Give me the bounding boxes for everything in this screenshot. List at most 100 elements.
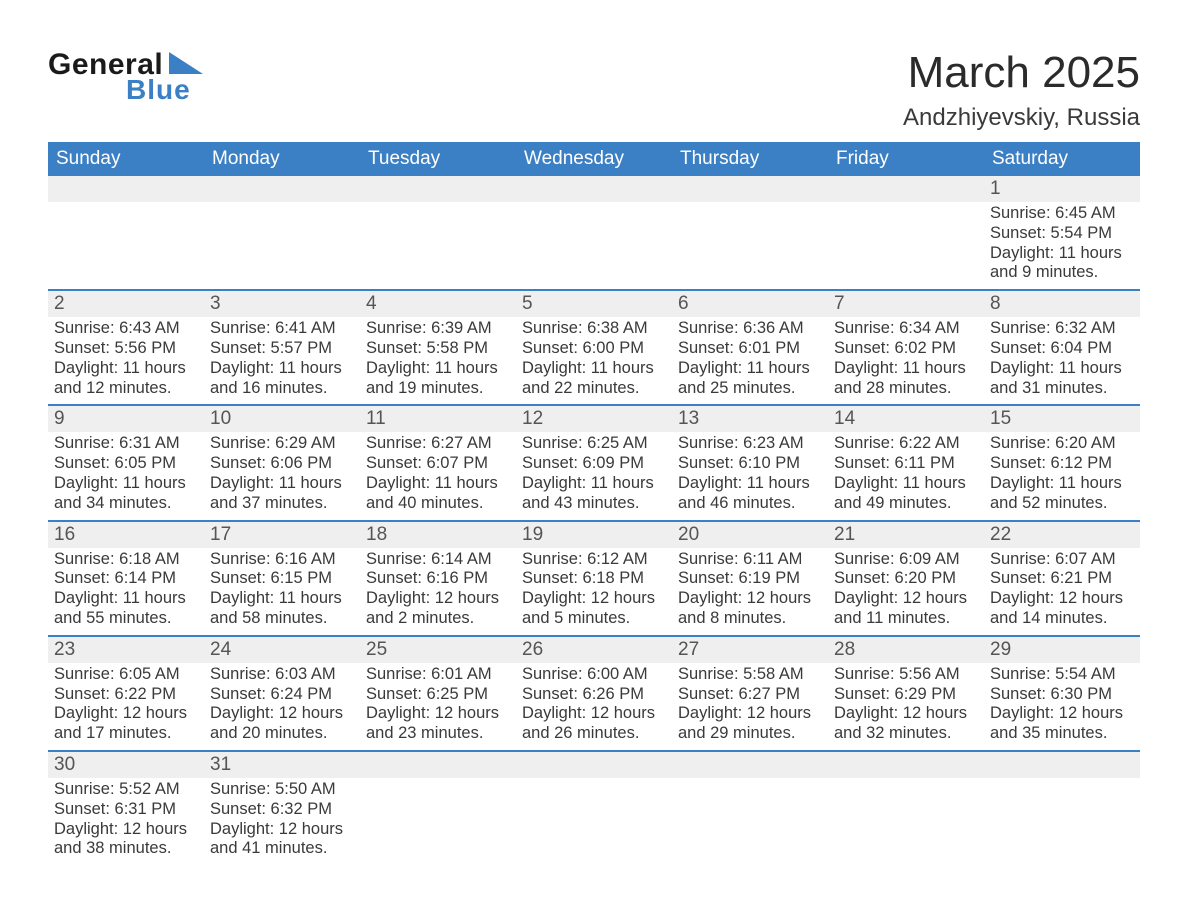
day-detail-cell: Sunrise: 6:32 AMSunset: 6:04 PMDaylight:… (984, 317, 1140, 405)
day-detail-cell: Sunrise: 5:58 AMSunset: 6:27 PMDaylight:… (672, 663, 828, 751)
day-detail-cell: Sunrise: 6:25 AMSunset: 6:09 PMDaylight:… (516, 432, 672, 520)
sunrise-text: Sunrise: 6:03 AM (210, 665, 354, 685)
daylight-text-1: Daylight: 12 hours (366, 704, 510, 724)
day-detail-cell: Sunrise: 6:31 AMSunset: 6:05 PMDaylight:… (48, 432, 204, 520)
day-detail-cell (672, 778, 828, 865)
daylight-text-1: Daylight: 11 hours (54, 589, 198, 609)
sunrise-text: Sunrise: 6:00 AM (522, 665, 666, 685)
sunrise-text: Sunrise: 6:29 AM (210, 434, 354, 454)
day-number-cell: 8 (984, 290, 1140, 317)
day-number-cell (516, 176, 672, 202)
title-block: March 2025 Andzhiyevskiy, Russia (903, 48, 1140, 132)
daynum-row: 1 (48, 176, 1140, 202)
day-detail-cell: Sunrise: 6:29 AMSunset: 6:06 PMDaylight:… (204, 432, 360, 520)
sunset-text: Sunset: 6:22 PM (54, 685, 198, 705)
day-number-cell: 4 (360, 290, 516, 317)
day-detail-cell (204, 202, 360, 290)
sunset-text: Sunset: 6:20 PM (834, 569, 978, 589)
daylight-text-1: Daylight: 12 hours (54, 820, 198, 840)
sunset-text: Sunset: 5:54 PM (990, 224, 1134, 244)
sunset-text: Sunset: 6:29 PM (834, 685, 978, 705)
day-detail-cell: Sunrise: 6:18 AMSunset: 6:14 PMDaylight:… (48, 548, 204, 636)
sunset-text: Sunset: 6:09 PM (522, 454, 666, 474)
daylight-text-2: and 58 minutes. (210, 609, 354, 629)
daylight-text-1: Daylight: 11 hours (210, 359, 354, 379)
day-number-cell: 7 (828, 290, 984, 317)
daylight-text-1: Daylight: 11 hours (522, 474, 666, 494)
day-number-cell: 24 (204, 636, 360, 663)
daylight-text-2: and 28 minutes. (834, 379, 978, 399)
sunrise-text: Sunrise: 6:25 AM (522, 434, 666, 454)
daylight-text-1: Daylight: 12 hours (210, 704, 354, 724)
day-number-cell: 17 (204, 521, 360, 548)
daylight-text-1: Daylight: 11 hours (678, 474, 822, 494)
daylight-text-1: Daylight: 12 hours (522, 704, 666, 724)
daynum-row: 2345678 (48, 290, 1140, 317)
daylight-text-1: Daylight: 11 hours (990, 244, 1134, 264)
day-detail-cell (360, 202, 516, 290)
day-number-cell: 13 (672, 405, 828, 432)
sunrise-text: Sunrise: 5:56 AM (834, 665, 978, 685)
day-number-cell: 22 (984, 521, 1140, 548)
daylight-text-1: Daylight: 11 hours (678, 359, 822, 379)
sunset-text: Sunset: 6:06 PM (210, 454, 354, 474)
day-number-cell: 5 (516, 290, 672, 317)
sunrise-text: Sunrise: 5:50 AM (210, 780, 354, 800)
day-number-cell: 29 (984, 636, 1140, 663)
sunset-text: Sunset: 6:25 PM (366, 685, 510, 705)
daylight-text-2: and 55 minutes. (54, 609, 198, 629)
day-detail-cell: Sunrise: 6:05 AMSunset: 6:22 PMDaylight:… (48, 663, 204, 751)
day-number-cell (516, 751, 672, 778)
day-detail-cell: Sunrise: 6:14 AMSunset: 6:16 PMDaylight:… (360, 548, 516, 636)
daylight-text-1: Daylight: 12 hours (990, 589, 1134, 609)
daylight-text-1: Daylight: 12 hours (54, 704, 198, 724)
day-number-cell: 18 (360, 521, 516, 548)
day-header: Friday (828, 142, 984, 176)
day-number-cell: 26 (516, 636, 672, 663)
month-title: March 2025 (903, 48, 1140, 98)
daylight-text-2: and 22 minutes. (522, 379, 666, 399)
daylight-text-2: and 5 minutes. (522, 609, 666, 629)
day-number-cell (984, 751, 1140, 778)
daylight-text-1: Daylight: 12 hours (678, 589, 822, 609)
daylight-text-2: and 52 minutes. (990, 494, 1134, 514)
sunset-text: Sunset: 6:32 PM (210, 800, 354, 820)
sunset-text: Sunset: 6:10 PM (678, 454, 822, 474)
day-header: Thursday (672, 142, 828, 176)
sunrise-text: Sunrise: 6:07 AM (990, 550, 1134, 570)
daylight-text-2: and 17 minutes. (54, 724, 198, 744)
day-detail-cell: Sunrise: 6:20 AMSunset: 6:12 PMDaylight:… (984, 432, 1140, 520)
day-detail-cell (984, 778, 1140, 865)
sunrise-text: Sunrise: 6:18 AM (54, 550, 198, 570)
day-number-cell: 11 (360, 405, 516, 432)
detail-row: Sunrise: 6:45 AMSunset: 5:54 PMDaylight:… (48, 202, 1140, 290)
day-number-cell: 3 (204, 290, 360, 317)
daylight-text-2: and 40 minutes. (366, 494, 510, 514)
sunrise-text: Sunrise: 6:27 AM (366, 434, 510, 454)
daylight-text-2: and 35 minutes. (990, 724, 1134, 744)
sunrise-text: Sunrise: 6:22 AM (834, 434, 978, 454)
sunrise-text: Sunrise: 6:01 AM (366, 665, 510, 685)
day-detail-cell: Sunrise: 6:07 AMSunset: 6:21 PMDaylight:… (984, 548, 1140, 636)
day-number-cell: 6 (672, 290, 828, 317)
daylight-text-1: Daylight: 12 hours (834, 704, 978, 724)
day-number-cell: 15 (984, 405, 1140, 432)
header: General Blue March 2025 Andzhiyevskiy, R… (48, 48, 1140, 132)
daylight-text-1: Daylight: 11 hours (990, 474, 1134, 494)
sunset-text: Sunset: 6:21 PM (990, 569, 1134, 589)
day-detail-cell (48, 202, 204, 290)
sunset-text: Sunset: 6:18 PM (522, 569, 666, 589)
day-number-cell: 25 (360, 636, 516, 663)
day-number-cell: 28 (828, 636, 984, 663)
day-header: Sunday (48, 142, 204, 176)
sunset-text: Sunset: 6:14 PM (54, 569, 198, 589)
daylight-text-1: Daylight: 11 hours (210, 589, 354, 609)
daylight-text-2: and 11 minutes. (834, 609, 978, 629)
daylight-text-2: and 25 minutes. (678, 379, 822, 399)
daylight-text-2: and 14 minutes. (990, 609, 1134, 629)
sunrise-text: Sunrise: 6:05 AM (54, 665, 198, 685)
daylight-text-2: and 16 minutes. (210, 379, 354, 399)
daylight-text-1: Daylight: 12 hours (366, 589, 510, 609)
daylight-text-1: Daylight: 11 hours (990, 359, 1134, 379)
sunrise-text: Sunrise: 6:23 AM (678, 434, 822, 454)
